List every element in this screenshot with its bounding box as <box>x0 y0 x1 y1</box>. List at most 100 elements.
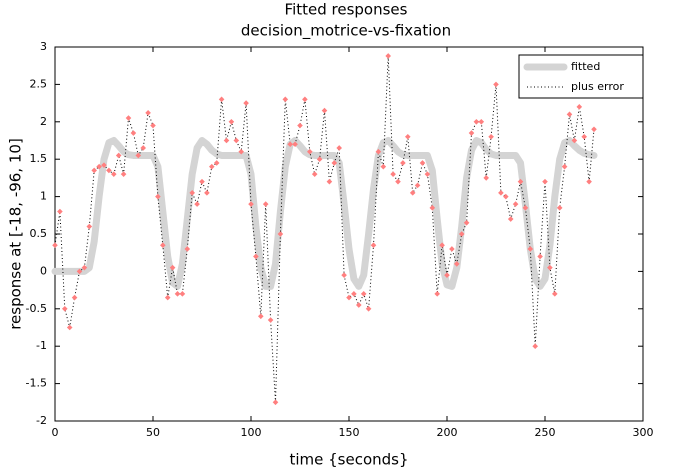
data-point <box>532 343 538 349</box>
data-point <box>282 96 289 103</box>
data-point <box>385 53 391 59</box>
data-point <box>527 246 534 252</box>
data-point <box>439 242 445 249</box>
data-point <box>135 152 142 159</box>
y-tick-label: 3 <box>40 40 47 53</box>
data-point <box>331 160 338 166</box>
data-point <box>169 264 176 271</box>
data-point <box>106 167 112 174</box>
x-tick-label: 50 <box>146 426 160 439</box>
x-tick-label: 300 <box>633 426 654 439</box>
data-point <box>537 253 543 260</box>
y-tick-label: 0 <box>40 264 47 277</box>
data-point <box>498 190 504 196</box>
data-point <box>302 96 308 103</box>
y-axis-label: response at [-18, -96, 10] <box>7 138 25 330</box>
data-point <box>223 137 230 144</box>
data-point <box>375 148 382 155</box>
x-tick-label: 0 <box>52 426 59 439</box>
data-point <box>238 148 244 155</box>
y-tick-label: -1 <box>36 339 47 352</box>
data-point <box>155 193 161 200</box>
data-point <box>341 272 347 278</box>
data-point <box>360 291 367 297</box>
data-point <box>458 231 465 237</box>
data-point <box>581 133 587 140</box>
data-point <box>179 291 186 297</box>
data-point <box>194 201 200 207</box>
y-tick-label: 2.5 <box>30 77 48 90</box>
data-point <box>307 148 313 155</box>
data-point <box>390 171 396 177</box>
chart-title: Fitted responses <box>285 1 408 19</box>
data-point <box>184 246 191 252</box>
data-point <box>356 302 362 308</box>
x-tick-label: 150 <box>339 426 360 439</box>
data-point <box>199 178 205 185</box>
y-tick-label: 0.5 <box>30 227 48 240</box>
data-point <box>409 190 416 196</box>
legend-label: plus error <box>571 80 624 93</box>
data-point <box>473 119 480 125</box>
data-point <box>125 115 132 121</box>
data-point <box>287 141 293 148</box>
data-point <box>258 313 264 320</box>
data-point <box>321 107 328 114</box>
data-point <box>248 201 254 207</box>
data-point <box>414 182 421 189</box>
data-point <box>253 253 259 260</box>
data-point <box>204 190 210 196</box>
data-point <box>483 175 489 181</box>
data-point <box>586 178 592 185</box>
data-point <box>130 130 137 136</box>
data-point <box>115 152 122 159</box>
data-point <box>571 137 578 144</box>
y-tick-label: 1.5 <box>30 152 48 165</box>
data-point <box>326 178 333 185</box>
data-point <box>556 205 563 211</box>
data-point <box>488 133 494 140</box>
y-tick-label: -0.5 <box>26 302 47 315</box>
data-point <box>419 160 426 166</box>
data-point <box>478 119 485 125</box>
data-point <box>76 268 83 275</box>
data-point <box>52 242 58 249</box>
data-point <box>209 163 215 170</box>
data-point <box>62 306 68 312</box>
data-point <box>189 190 195 196</box>
data-point <box>233 137 240 144</box>
x-tick-label: 200 <box>437 426 458 439</box>
data-point <box>424 171 431 177</box>
data-point <box>213 160 220 166</box>
data-point <box>434 291 440 297</box>
data-point <box>517 178 524 185</box>
data-point <box>267 317 274 323</box>
data-point <box>566 111 573 118</box>
data-point <box>160 242 166 249</box>
data-point <box>380 163 387 170</box>
data-point <box>552 291 558 297</box>
y-tick-label: -2 <box>36 414 47 427</box>
x-tick-label: 100 <box>241 426 262 439</box>
data-point <box>468 130 475 136</box>
data-point <box>400 160 406 166</box>
data-point <box>140 145 146 151</box>
data-point <box>120 171 127 177</box>
data-point <box>463 219 470 226</box>
data-point <box>449 246 455 252</box>
data-point <box>174 291 181 297</box>
data-point <box>493 81 499 88</box>
data-point <box>66 324 73 331</box>
data-point <box>576 104 583 110</box>
data-point <box>297 122 303 129</box>
x-axis-label: time {seconds} <box>289 451 408 469</box>
legend-box <box>518 54 644 99</box>
data-point <box>444 272 450 278</box>
data-point <box>512 201 519 207</box>
data-point <box>262 201 269 207</box>
y-tick-label: -1.5 <box>26 377 47 390</box>
data-point <box>101 162 107 168</box>
chart-subtitle: decision_motrice-vs-fixation <box>241 22 451 41</box>
data-point <box>272 399 279 406</box>
data-point <box>218 96 225 103</box>
